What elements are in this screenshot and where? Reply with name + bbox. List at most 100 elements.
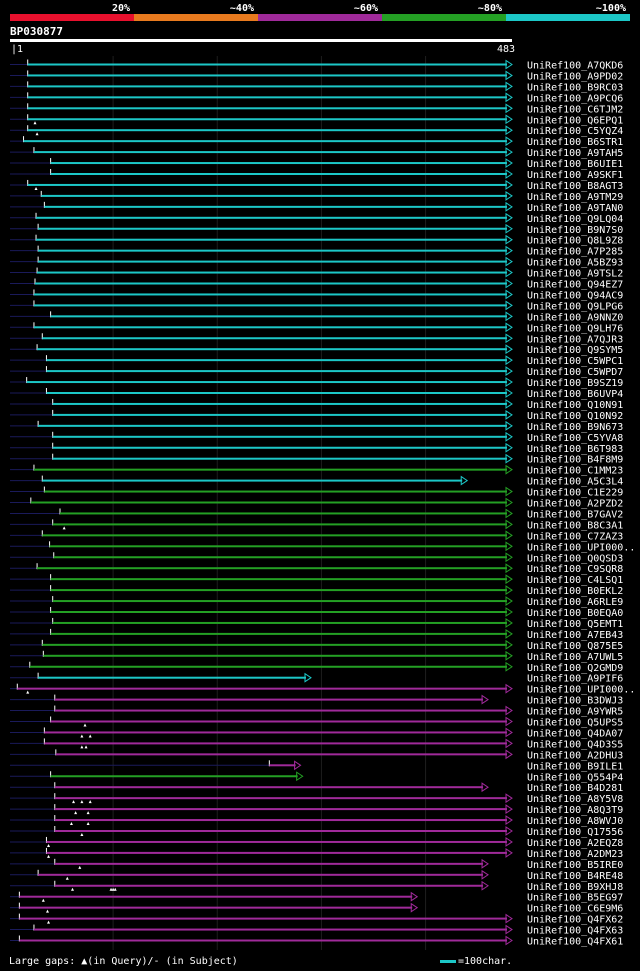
hit-label: UniRef100_Q4DA07: [527, 728, 623, 739]
scale-legend: =100char.: [440, 956, 512, 967]
identity-legend-label: 20%: [112, 3, 130, 14]
hit-bar: [37, 348, 508, 351]
hit-label: UniRef100_C7ZAZ3: [527, 531, 623, 542]
query-end-label: 483: [497, 44, 515, 55]
hit-end-arrow: [505, 508, 513, 519]
hit-bar: [50, 632, 507, 635]
hit-bar: [43, 654, 508, 657]
hit-bar: [52, 457, 508, 460]
hit-end-arrow: [505, 749, 513, 760]
hit-bar: [46, 392, 508, 394]
hit-label: UniRef100_A2EQZ8: [527, 838, 623, 849]
query-gap-marker: [111, 887, 115, 891]
hit-label: UniRef100_B4RE48: [527, 871, 623, 882]
hit-end-arrow: [505, 212, 513, 223]
hit-end-arrow: [505, 388, 513, 398]
hit-bar: [269, 764, 296, 767]
hit-label: UniRef100_B5EG97: [527, 893, 623, 904]
hit-label: UniRef100_UPI000..: [527, 542, 635, 553]
query-gap-marker: [47, 843, 51, 847]
hit-end-arrow: [505, 399, 513, 409]
hit-end-arrow: [505, 278, 513, 289]
hit-bar: [59, 512, 508, 515]
hit-end-arrow: [505, 563, 513, 574]
hit-end-arrow: [505, 727, 513, 738]
query-gap-marker: [86, 811, 90, 815]
hit-label: UniRef100_A9PIF6: [527, 674, 623, 685]
hit-bar: [27, 183, 508, 186]
hit-bar: [44, 731, 507, 734]
hit-label: UniRef100_Q10N91: [527, 400, 623, 411]
query-bar: [10, 39, 512, 42]
hit-bar: [33, 468, 508, 471]
hit-end-arrow: [505, 453, 513, 464]
hit-end-arrow: [460, 475, 469, 486]
hit-label: UniRef100_A9TM29: [527, 192, 623, 203]
hit-end-arrow: [505, 147, 513, 158]
query-gap-marker: [62, 526, 66, 530]
query-gap-marker: [113, 887, 117, 891]
query-gap-marker: [26, 690, 30, 694]
hit-label: UniRef100_Q0QSD3: [527, 553, 623, 564]
hit-label: UniRef100_A8Q3T9: [527, 805, 623, 816]
hit-bar: [38, 260, 507, 263]
hit-label: UniRef100_A7QJR3: [527, 334, 623, 345]
hit-bar: [33, 293, 508, 296]
hit-end-arrow: [505, 639, 513, 650]
hit-bar: [33, 928, 508, 931]
hit-end-arrow: [505, 333, 513, 344]
hit-label: UniRef100_B9XHJ8: [527, 882, 623, 893]
hit-bar: [36, 238, 507, 241]
hit-end-arrow: [505, 804, 513, 815]
hit-label: UniRef100_B9RC03: [527, 82, 623, 93]
hit-label: UniRef100_Q5EMT1: [527, 619, 623, 630]
hit-bar: [36, 216, 507, 219]
hit-label: UniRef100_A8Y5V8: [527, 794, 623, 805]
hit-end-arrow: [505, 92, 513, 103]
hit-bar: [54, 709, 507, 712]
hit-bar: [50, 720, 507, 723]
hit-end-arrow: [505, 180, 513, 190]
query-gap-icon: ▲: [81, 956, 88, 967]
query-gap-marker: [70, 887, 74, 891]
hit-bar: [49, 545, 508, 548]
hit-bar: [52, 600, 508, 603]
hit-label: UniRef100_C4LSQ1: [527, 575, 623, 586]
hit-end-arrow: [296, 771, 304, 782]
hit-label: UniRef100_C9SQR8: [527, 564, 623, 575]
hit-label: UniRef100_A9YWR5: [527, 707, 623, 718]
query-gap-marker: [80, 734, 84, 738]
query-gap-marker: [65, 876, 69, 880]
hit-bar: [27, 107, 508, 110]
hit-label: UniRef100_B4F8M9: [527, 455, 623, 466]
query-gap-text: (in Query)/: [87, 956, 154, 967]
hit-label: UniRef100_B9N7S0: [527, 225, 623, 236]
hit-label: UniRef100_A9PD02: [527, 71, 623, 82]
hit-bar: [50, 611, 507, 613]
hit-end-arrow: [505, 114, 513, 125]
query-gap-marker: [78, 865, 82, 869]
hit-label: UniRef100_Q875E5: [527, 641, 623, 652]
hit-label: UniRef100_A9NNZ0: [527, 312, 623, 323]
hit-label: UniRef100_UPI000..: [527, 685, 635, 696]
hit-bar: [44, 742, 507, 745]
hit-end-arrow: [481, 694, 489, 705]
hit-end-arrow: [505, 596, 513, 606]
hit-bar: [30, 501, 508, 504]
hit-label: UniRef100_B6UIE1: [527, 159, 623, 170]
hit-end-arrow: [481, 858, 489, 869]
hit-end-arrow: [505, 705, 513, 716]
hit-bar: [27, 96, 508, 99]
hit-label: UniRef100_B9SZ19: [527, 378, 623, 389]
hit-bar: [46, 359, 508, 362]
hit-end-arrow: [505, 431, 513, 442]
hit-end-arrow: [505, 377, 513, 387]
chart-title: BP030877: [10, 25, 63, 38]
hit-end-arrow: [505, 136, 513, 147]
hit-label: UniRef100_A7UWL5: [527, 652, 623, 663]
hit-label: UniRef100_C5YVA8: [527, 433, 623, 444]
hit-label: UniRef100_A5BZ93: [527, 258, 623, 269]
hit-end-arrow: [505, 289, 513, 300]
hit-bar: [53, 556, 507, 559]
hit-end-arrow: [505, 366, 513, 377]
